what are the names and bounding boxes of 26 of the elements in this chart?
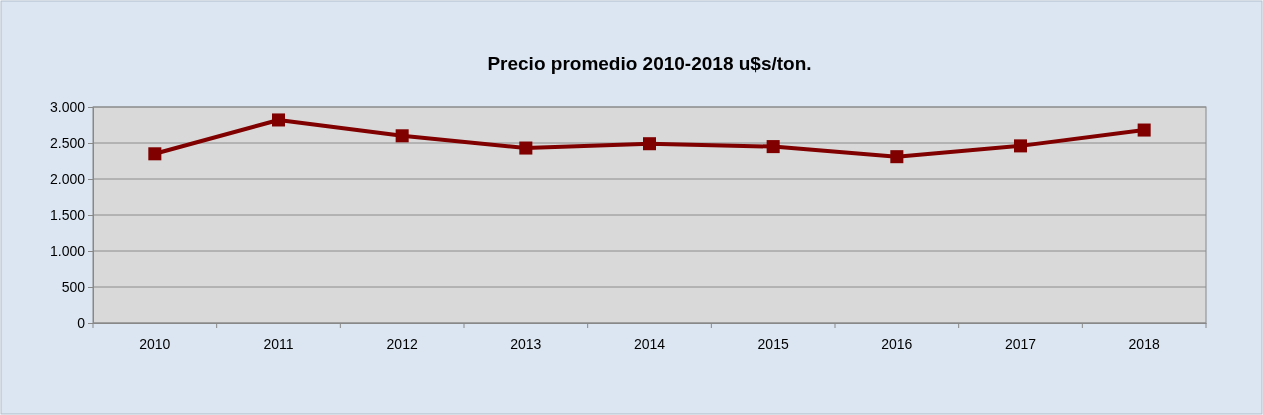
point <box>890 150 904 164</box>
y-tick-label: 500 <box>61 278 86 295</box>
x-tick-label: 2010 <box>139 335 171 352</box>
point <box>519 141 533 155</box>
y-tick-label: 0 <box>77 314 86 331</box>
point <box>271 113 286 127</box>
point <box>395 129 409 143</box>
chart-title: Precio promedio 2010-2018 u$s/ton. <box>487 53 812 74</box>
y-tick-label: 1.000 <box>49 242 86 259</box>
point <box>766 140 780 154</box>
y-tick-label: 1.500 <box>49 206 86 223</box>
x-tick-label: 2015 <box>757 335 789 352</box>
y-tick-label: 2.000 <box>49 170 86 187</box>
point <box>1137 123 1151 137</box>
y-tick-label: 2.500 <box>49 134 86 151</box>
x-tick-label: 2012 <box>386 335 418 352</box>
y-tick-label: 3.000 <box>49 98 86 115</box>
x-tick-label: 2017 <box>1004 335 1037 352</box>
x-tick-label: 2018 <box>1128 335 1160 352</box>
point <box>642 137 657 151</box>
x-tick-label: 2013 <box>510 335 542 352</box>
x-tick-label: 2016 <box>881 335 913 352</box>
x-tick-label: 2014 <box>633 335 666 352</box>
x-tick-label: 2011 <box>263 335 294 352</box>
point <box>1013 139 1028 153</box>
point <box>148 147 162 161</box>
